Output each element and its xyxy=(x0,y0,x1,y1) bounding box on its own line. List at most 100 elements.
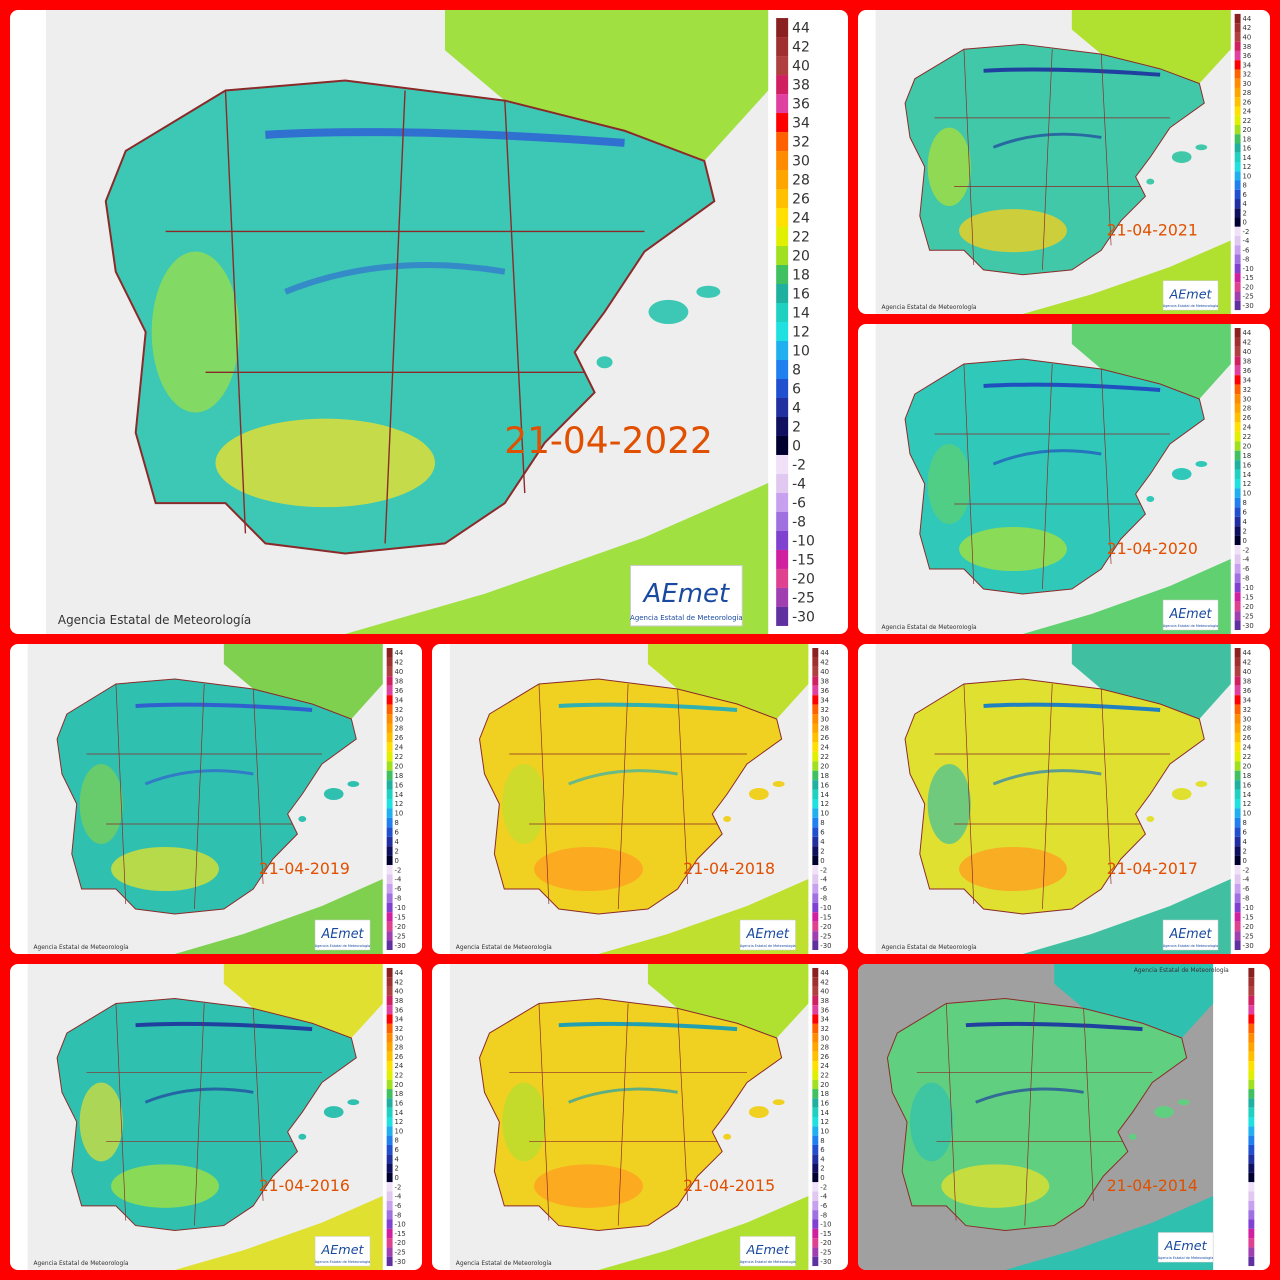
island xyxy=(1171,788,1192,800)
legend-label: 30 xyxy=(820,715,829,723)
legend-label: -15 xyxy=(792,552,815,568)
island xyxy=(596,356,613,369)
legend-label: 8 xyxy=(395,1137,399,1145)
legend-swatch xyxy=(386,931,393,941)
legend-label: 8 xyxy=(1243,182,1247,190)
map-area xyxy=(27,964,383,1270)
legend-swatch xyxy=(386,789,393,799)
legend-swatch xyxy=(812,1051,819,1062)
legend-label: -25 xyxy=(1243,932,1254,940)
legend-label: -6 xyxy=(1243,885,1250,893)
warm-area xyxy=(941,1164,1050,1208)
legend-label: 34 xyxy=(1243,376,1252,384)
legend-label: 24 xyxy=(395,744,404,752)
logo: AEmet xyxy=(1169,927,1213,942)
legend-swatch xyxy=(1248,1172,1255,1183)
mountains xyxy=(568,769,678,786)
legend-label: 14 xyxy=(1243,471,1252,479)
legend-swatch xyxy=(812,912,819,922)
legend-label: -20 xyxy=(820,923,831,931)
legend-swatch xyxy=(1234,666,1241,677)
legend-label: 36 xyxy=(792,97,810,113)
legend-swatch xyxy=(386,1219,393,1229)
mountains xyxy=(992,769,1102,786)
legend-label: 22 xyxy=(1243,117,1252,125)
legend-swatch xyxy=(1234,874,1241,884)
legend-swatch xyxy=(1234,41,1241,51)
legend-swatch xyxy=(1234,124,1241,135)
legend-swatch xyxy=(1234,497,1241,508)
map-panel: 44 42 40 38 36 34 32 30 28 26 24 22 20 18 16 14 12 10 8 6 4 2… xyxy=(10,964,422,1270)
legend-label: 26 xyxy=(820,734,829,742)
legend-swatch xyxy=(776,113,789,133)
legend-swatch xyxy=(1234,337,1241,347)
legend-swatch xyxy=(386,1210,393,1220)
legend-label: 14 xyxy=(1243,791,1252,799)
legend-swatch xyxy=(386,874,393,884)
credit: Agencia Estatal de Meteorología xyxy=(58,613,251,627)
legend-label: 10 xyxy=(1243,490,1252,498)
legend-swatch xyxy=(1234,245,1241,255)
legend-swatch xyxy=(812,1061,819,1071)
map-area xyxy=(875,644,1231,954)
warm-area xyxy=(502,764,546,844)
legend-swatch xyxy=(1234,883,1241,894)
legend-swatch xyxy=(386,1070,393,1080)
legend-label: 28 xyxy=(792,173,810,189)
legend-swatch xyxy=(812,1117,819,1127)
legend-label: 18 xyxy=(1243,452,1252,460)
legend-swatch xyxy=(1248,1089,1255,1099)
legend-label: 32 xyxy=(792,135,810,151)
legend-label: 24 xyxy=(395,1062,404,1070)
legend-label: 20 xyxy=(395,762,404,770)
legend-swatch xyxy=(386,780,393,790)
legend-swatch xyxy=(776,454,789,474)
legend-swatch xyxy=(386,1098,393,1108)
legend-label: -20 xyxy=(792,571,815,587)
legend-swatch xyxy=(812,846,819,856)
legend-label: 12 xyxy=(1243,163,1252,171)
legend-label: 32 xyxy=(820,706,829,714)
legend-swatch xyxy=(386,1163,393,1173)
borders xyxy=(509,683,747,910)
legend-swatch xyxy=(812,1219,819,1229)
legend-label: 28 xyxy=(395,1044,404,1052)
logo: AEmet xyxy=(1169,287,1213,302)
warm-area xyxy=(927,127,971,207)
legend-label: 18 xyxy=(792,267,810,283)
legend-label: -6 xyxy=(820,885,827,893)
legend-swatch xyxy=(812,770,819,781)
legend-swatch xyxy=(1234,431,1241,442)
logo-subtitle: Agencia Estatal de Meteorología xyxy=(315,944,370,948)
legend-label: 22 xyxy=(395,1072,404,1080)
logo-subtitle: Agencia Estatal de Meteorología xyxy=(1163,304,1218,308)
date-label: 21-04-2014 xyxy=(1107,1176,1198,1195)
legend-swatch xyxy=(1234,545,1241,555)
legend-swatch xyxy=(1248,977,1255,987)
legend-label: 40 xyxy=(1243,668,1252,676)
legend-label: 10 xyxy=(792,343,810,359)
legend-label: 38 xyxy=(395,997,404,1005)
legend-label: 16 xyxy=(1243,781,1252,789)
legend-swatch xyxy=(776,189,789,209)
legend-swatch xyxy=(812,893,819,903)
legend-label: -20 xyxy=(395,1239,406,1247)
legend-swatch xyxy=(812,1200,819,1211)
legend-swatch xyxy=(1234,770,1241,781)
legend-swatch xyxy=(776,587,789,607)
legend-label: 6 xyxy=(395,1146,399,1154)
legend-label: -25 xyxy=(395,932,406,940)
legend-label: 0 xyxy=(1243,537,1247,545)
legend-swatch xyxy=(812,1247,819,1257)
map-area xyxy=(875,324,1231,634)
legend-label: 14 xyxy=(395,1109,404,1117)
logo-box xyxy=(630,565,743,627)
legend-label: -8 xyxy=(792,514,806,530)
legend-label: 12 xyxy=(395,800,404,808)
legend-label: 4 xyxy=(395,1155,399,1163)
legend-swatch xyxy=(812,986,819,996)
legend-swatch xyxy=(386,1154,393,1164)
legend-swatch xyxy=(386,676,393,686)
legend-swatch xyxy=(812,855,819,866)
logo-box xyxy=(1162,919,1219,951)
